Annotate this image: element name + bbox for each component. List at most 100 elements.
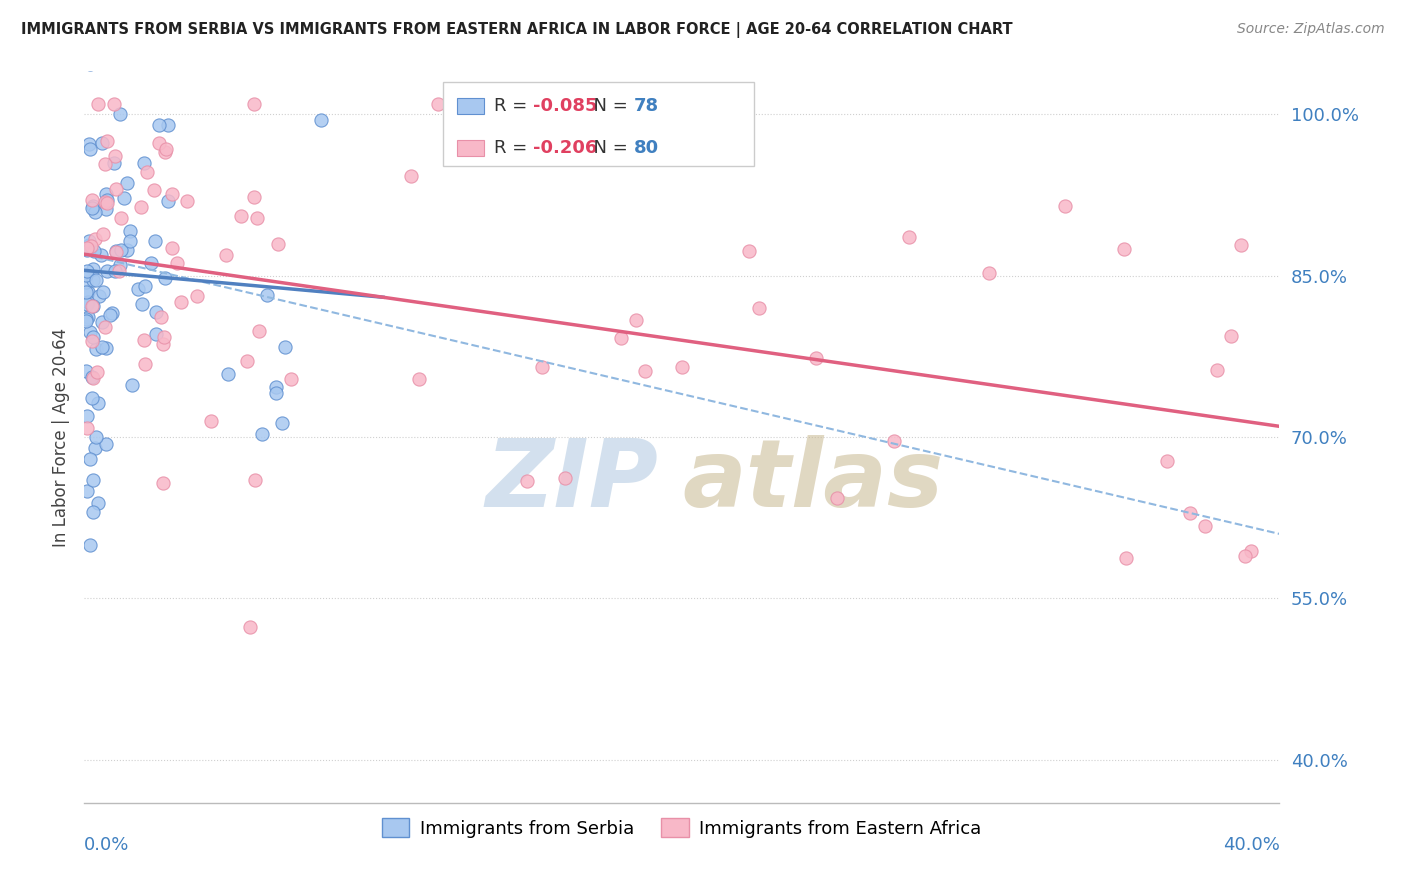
Point (1220, 329, 1243, 343)
Point (82, 505, 104, 519)
Point (239, 620, 262, 634)
Text: R =: R = (495, 139, 533, 157)
Point (127, 282, 149, 296)
Point (118, 234, 141, 248)
Point (1112, 242, 1135, 256)
Point (309, 112, 332, 127)
Point (96, 134, 118, 148)
Text: atlas: atlas (682, 435, 943, 527)
Point (91, 136, 114, 151)
Point (87, 496, 110, 510)
Point (98, 308, 121, 322)
Point (979, 267, 1001, 281)
Point (634, 364, 657, 378)
Point (82, 299, 104, 313)
Point (90, 248, 112, 262)
Point (84, 232, 107, 246)
Point (408, 371, 430, 385)
Point (75, 285, 97, 300)
Point (112, 190, 135, 204)
Point (103, 96, 125, 111)
Point (129, 200, 152, 214)
Point (76, 409, 98, 423)
Point (121, 378, 143, 392)
Point (91, 285, 114, 299)
Point (264, 386, 287, 401)
Point (82, 199, 104, 213)
Point (610, 331, 633, 345)
Point (132, 333, 155, 347)
Point (96, 193, 118, 207)
Point (266, 236, 288, 251)
Point (136, 164, 159, 178)
Point (426, 96, 449, 111)
Text: -0.206: -0.206 (533, 139, 598, 157)
Point (75, 311, 97, 326)
Text: -0.085: -0.085 (533, 97, 598, 115)
Point (243, 190, 266, 204)
Point (75, 314, 97, 328)
Point (153, 271, 176, 285)
Point (76, 241, 98, 255)
Point (76, 421, 98, 435)
Legend: Immigrants from Serbia, Immigrants from Eastern Africa: Immigrants from Serbia, Immigrants from … (375, 811, 988, 845)
Point (256, 288, 278, 302)
Point (804, 351, 827, 366)
Point (176, 194, 198, 208)
Point (236, 353, 259, 368)
Point (90, 315, 112, 329)
Text: ZIP: ZIP (485, 435, 658, 527)
Point (76, 297, 98, 311)
Point (96, 196, 118, 211)
Point (229, 210, 252, 224)
Point (883, 434, 905, 448)
Point (215, 247, 238, 261)
Point (80, 391, 103, 405)
Point (148, 136, 170, 150)
Point (825, 491, 848, 506)
Point (145, 326, 167, 341)
Point (96, 202, 118, 216)
Point (82, 371, 104, 385)
FancyBboxPatch shape (457, 98, 484, 114)
Point (280, 372, 302, 386)
Point (79, 538, 101, 552)
Point (77, 294, 100, 309)
Point (75, 364, 97, 378)
Point (82, 273, 104, 287)
Text: 78: 78 (634, 97, 659, 115)
Point (145, 305, 167, 319)
Point (76, 483, 98, 498)
Point (157, 194, 180, 208)
Point (84, 273, 107, 287)
FancyBboxPatch shape (443, 82, 754, 167)
Point (153, 145, 176, 160)
Point (246, 211, 269, 225)
Point (141, 255, 163, 269)
Point (84, 205, 107, 219)
Point (118, 224, 141, 238)
Point (166, 256, 188, 270)
Point (738, 244, 761, 259)
Point (110, 211, 132, 225)
Point (148, 118, 170, 132)
Point (399, 169, 422, 183)
Point (96, 264, 118, 278)
Text: N =: N = (582, 97, 633, 115)
Text: R =: R = (495, 97, 533, 115)
Point (91, 227, 114, 241)
Point (1115, 551, 1137, 566)
Point (152, 337, 174, 351)
Point (1233, 549, 1256, 563)
Point (152, 476, 174, 491)
Point (155, 142, 177, 156)
Text: IMMIGRANTS FROM SERBIA VS IMMIGRANTS FROM EASTERN AFRICA IN LABOR FORCE | AGE 20: IMMIGRANTS FROM SERBIA VS IMMIGRANTS FRO… (21, 22, 1012, 38)
Point (75, 275, 97, 289)
Point (134, 279, 156, 293)
Point (80, 334, 103, 348)
Point (1240, 544, 1263, 558)
Point (77, 235, 100, 249)
Point (107, 264, 129, 278)
Point (101, 306, 124, 320)
Point (83, 244, 105, 258)
